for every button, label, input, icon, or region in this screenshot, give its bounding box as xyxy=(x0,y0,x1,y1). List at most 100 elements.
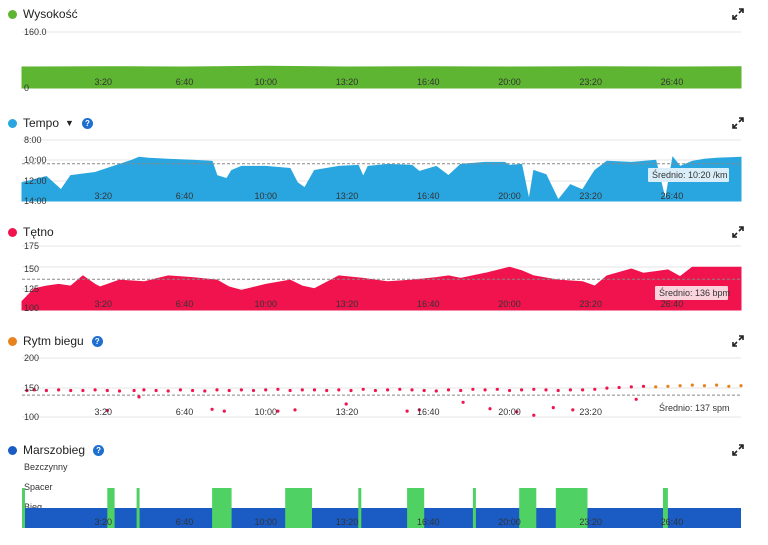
y-tick-label: 200 xyxy=(24,353,39,363)
panel-header: Rytm biegu ? xyxy=(8,333,103,349)
walk-segment xyxy=(22,488,25,528)
cadence-point xyxy=(551,406,555,410)
panel-title: Rytm biegu xyxy=(23,334,84,348)
expand-icon[interactable] xyxy=(732,335,744,347)
x-tick-label: 23:20 xyxy=(579,407,602,417)
x-tick-label: 13:20 xyxy=(336,517,359,527)
cadence-point xyxy=(32,388,36,392)
expand-icon[interactable] xyxy=(732,117,744,129)
elevation-chart: 160.0 0 3:20 6:40 10:00 13:20 16:40 20:00 23:20 2… xyxy=(21,27,742,93)
walk-segment xyxy=(358,488,362,528)
cadence-point xyxy=(227,388,231,393)
legend-dot xyxy=(8,227,17,237)
x-tick-label: 23:20 xyxy=(579,517,602,527)
cadence-point xyxy=(617,385,621,390)
panel-title: Marszobieg xyxy=(23,443,86,457)
cadence-point xyxy=(417,408,421,412)
cadence-point xyxy=(520,388,524,392)
pace-chart: 8:00 10:00 12:00 14:00 3:20 6:40 10:00 13:20 16:… xyxy=(21,135,742,206)
x-tick-label: 23:20 xyxy=(579,299,602,309)
help-icon[interactable]: ? xyxy=(81,117,93,129)
cadence-point xyxy=(154,388,158,393)
cadence-point xyxy=(386,388,390,392)
x-tick-label: 6:40 xyxy=(176,77,194,87)
walk-segment xyxy=(407,488,425,528)
panel-tempo: Tempo ▼ ? 8:00 10:00 12:00 14:00 3:20 6:40 10:… xyxy=(0,115,768,215)
x-tick-label: 3:20 xyxy=(94,407,112,417)
panel-header: Tętno xyxy=(8,224,54,240)
cadence-point xyxy=(93,388,97,392)
y-tick-label: 12:00 xyxy=(24,176,47,186)
walk-segment xyxy=(519,488,537,528)
x-tick-label: 20:00 xyxy=(498,191,521,201)
x-tick-label: 13:20 xyxy=(336,191,359,201)
panel-header: Tempo ▼ ? xyxy=(8,115,93,131)
x-tick-label: 13:20 xyxy=(336,407,359,417)
cadence-point xyxy=(117,389,122,393)
x-tick-label: 3:20 xyxy=(94,191,112,201)
walk-segment xyxy=(212,488,232,528)
y-tick-label: 14:00 xyxy=(24,196,47,206)
x-tick-label: 16:40 xyxy=(417,407,440,417)
panel-tetno: Tętno 175 150 125 100 3:20 6:40 10:00 13:20 16:4… xyxy=(0,224,768,324)
cadence-point xyxy=(81,388,85,393)
help-icon[interactable]: ? xyxy=(91,335,103,347)
expand-icon[interactable] xyxy=(732,444,744,456)
x-tick-label: 10:00 xyxy=(254,407,277,417)
cadence-point xyxy=(105,408,109,413)
x-tick-label: 16:40 xyxy=(417,299,440,309)
y-tick-label: 150 xyxy=(24,383,39,393)
panel-wysokosc: Wysokość 160.0 0 3:20 6:40 10:00 13:20 16:40 20… xyxy=(0,6,768,106)
cadence-point xyxy=(634,397,638,401)
y-tick-label: 125 xyxy=(24,284,39,294)
cadence-point xyxy=(203,389,207,393)
x-tick-label: 23:20 xyxy=(579,191,602,201)
cadence-point xyxy=(544,388,548,392)
cadence-point xyxy=(422,388,426,393)
panel-marszobieg: Marszobieg ? Bezczynny Spacer Bieg 3:20 6:40… xyxy=(0,442,768,542)
panel-header: Marszobieg ? xyxy=(8,442,105,458)
cadence-point xyxy=(288,388,292,393)
cadence-point xyxy=(239,388,243,392)
legend-dot xyxy=(8,445,17,455)
x-tick-label: 16:40 xyxy=(417,77,440,87)
cadence-point xyxy=(690,383,694,387)
y-tick-label: 10:00 xyxy=(24,155,47,165)
help-icon[interactable]: ? xyxy=(93,444,105,456)
x-tick-label: 16:40 xyxy=(417,517,440,527)
x-tick-label: 26:40 xyxy=(661,77,684,87)
cadence-point xyxy=(276,387,280,391)
x-tick-label: 26:40 xyxy=(661,517,684,527)
caret-down-icon[interactable]: ▼ xyxy=(65,118,74,128)
panel-title: Tempo xyxy=(23,116,60,130)
x-tick-label: 6:40 xyxy=(176,299,194,309)
walk-segment xyxy=(285,488,312,528)
cadence-point xyxy=(398,387,402,391)
cadence-point xyxy=(210,407,214,411)
cadence-point xyxy=(605,386,609,390)
cadence-point xyxy=(166,389,170,393)
x-tick-label: 10:00 xyxy=(254,77,277,87)
y-tick-label: 8:00 xyxy=(24,135,42,145)
expand-icon[interactable] xyxy=(732,8,744,20)
cadence-point xyxy=(739,384,743,388)
pace-average: Średnio: 10:20 /km xyxy=(652,169,728,180)
cadence-point xyxy=(405,409,409,413)
cadence-point xyxy=(483,388,487,392)
walk-segment xyxy=(663,488,668,528)
heart-rate-average: Średnio: 136 bpm xyxy=(659,287,730,298)
cadence-point xyxy=(507,388,512,393)
cadence-chart: 200 150 100 3:20 6:40 10:00 13:20 16:40 20:00 23:… xyxy=(22,353,743,422)
panel-header: Wysokość xyxy=(8,6,78,22)
walk-segment xyxy=(136,488,140,528)
cadence-point xyxy=(461,400,465,404)
heart-rate-average-box xyxy=(655,286,728,300)
expand-icon[interactable] xyxy=(732,226,744,238)
x-tick-label: 23:20 xyxy=(579,77,602,87)
cadence-point xyxy=(702,384,707,388)
cadence-point xyxy=(361,387,365,391)
cadence-average: Średnio: 137 spm xyxy=(659,402,730,413)
y-tick-label: 100 xyxy=(24,412,39,422)
cadence-point xyxy=(215,388,219,392)
cadence-point xyxy=(132,388,136,393)
